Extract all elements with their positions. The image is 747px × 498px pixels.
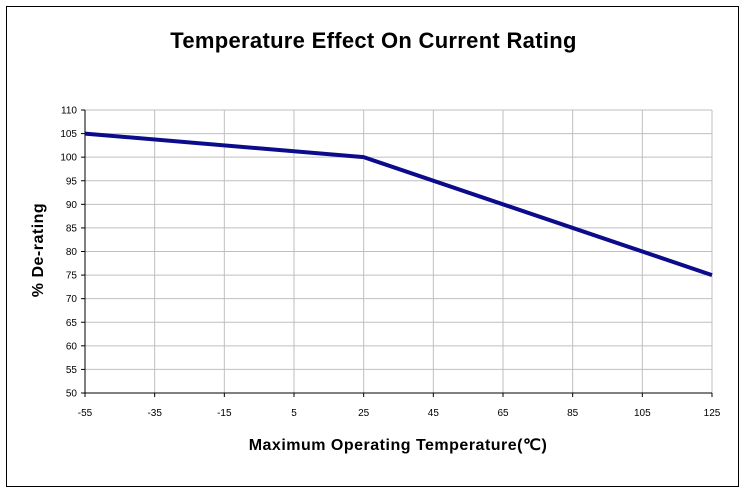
- x-tick-labels: -55 -35 -15 5 25 45 65 85 105 125: [78, 408, 721, 419]
- x-tick-label: -15: [217, 408, 232, 419]
- y-tick-label: 110: [61, 106, 77, 117]
- x-tick-label: 85: [567, 408, 579, 419]
- y-tick-labels: 50 55 60 65 70 75 80 85 90 95 100 105 110: [60, 106, 77, 400]
- x-tick-label: 45: [428, 408, 440, 419]
- y-tick-label: 50: [66, 389, 78, 400]
- series-group: [84, 131, 713, 277]
- x-tick-label: 105: [634, 408, 651, 419]
- y-tick-label: 85: [66, 223, 78, 234]
- series-line: [84, 131, 713, 277]
- y-tick-label: 105: [60, 129, 77, 140]
- y-tick-label: 55: [66, 365, 78, 376]
- y-tick-label: 80: [66, 247, 78, 258]
- y-tick-label: 75: [66, 271, 78, 282]
- x-axis-label: Maximum Operating Temperature(℃): [249, 437, 548, 454]
- y-axis-label: % De-rating: [30, 203, 47, 297]
- x-tick-label: 5: [291, 408, 297, 419]
- grid: [81, 109, 713, 397]
- y-tick-label: 100: [60, 153, 77, 164]
- y-tick-label: 90: [66, 200, 78, 211]
- chart-frame: [6, 6, 739, 487]
- x-tick-label: 25: [358, 408, 370, 419]
- x-tick-label: -55: [78, 408, 93, 419]
- y-tick-label: 60: [66, 341, 78, 352]
- y-tick-label: 95: [66, 176, 78, 187]
- x-tick-label: -35: [147, 408, 162, 419]
- chart-title: Temperature Effect On Current Rating: [170, 28, 577, 53]
- y-tick-label: 70: [66, 294, 78, 305]
- x-tick-label: 65: [497, 408, 509, 419]
- y-tick-label: 65: [66, 318, 78, 329]
- x-tick-label: 125: [704, 408, 721, 419]
